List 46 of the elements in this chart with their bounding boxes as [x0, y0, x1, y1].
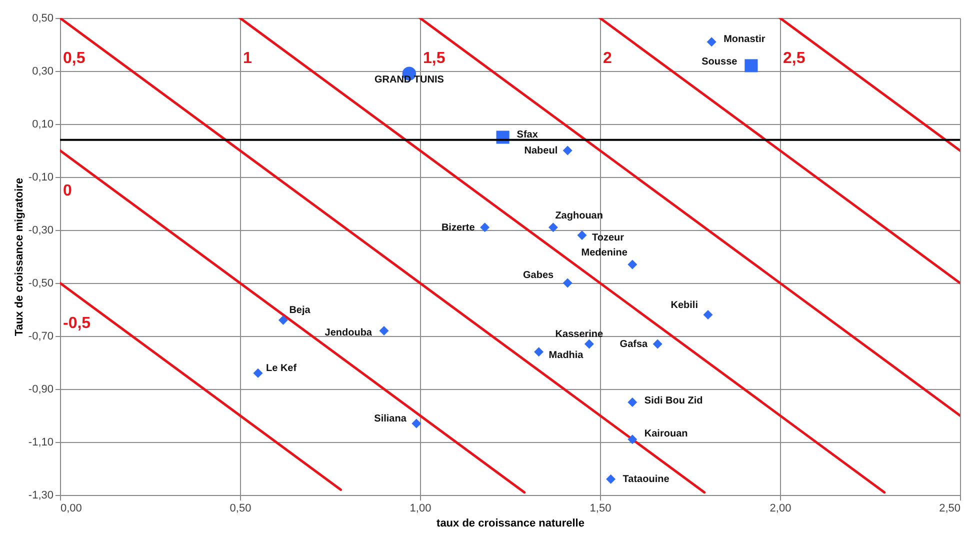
annotation: Zaghouan [555, 210, 603, 222]
annotation: Gabes [523, 270, 554, 281]
y-tick-label: 0,30 [32, 66, 54, 78]
y-tick-label: -0,10 [28, 172, 54, 184]
series-label: 1,5 [423, 50, 446, 67]
x-axis-title: taux de croissance naturelle [436, 518, 584, 530]
annotation: Sfax [516, 129, 538, 140]
annotation: Monastir [724, 34, 766, 45]
x-tick-label: 0,00 [60, 502, 82, 514]
annotation: Kasserine [555, 328, 604, 340]
annotation: Sidi Bou Zid [644, 395, 703, 406]
x-tick-label: 0,50 [230, 502, 252, 514]
y-tick-label: -0,90 [28, 384, 54, 396]
annotation: Madhia [548, 350, 584, 361]
annotation: Siliana [374, 413, 407, 424]
x-tick-label: 2,00 [770, 502, 792, 514]
x-tick-label: 1,50 [590, 502, 612, 514]
x-tick-label: 1,00 [410, 502, 432, 514]
annotation: Le Kef [266, 363, 298, 374]
y-tick-label: 0,50 [32, 12, 54, 24]
annotation: Medenine [581, 247, 628, 258]
y-axis-title: Taux de croissance migratoire [13, 178, 26, 336]
annotation: Nabeul [524, 146, 558, 156]
y-tick-label: -1,30 [28, 490, 54, 502]
series-label: 2 [603, 50, 612, 67]
annotation: Tozeur [592, 232, 624, 244]
annotation: Beja [289, 305, 311, 316]
series-label: 0,5 [63, 50, 86, 67]
annotation: Gafsa [620, 338, 648, 350]
y-tick-label: -0,70 [28, 330, 54, 342]
annotation: Kairouan [644, 428, 688, 440]
y-tick-label: 0,10 [32, 118, 54, 130]
series-label: 1 [243, 50, 252, 67]
y-tick-label: -1,10 [28, 436, 54, 448]
annotation: Bizerte [441, 222, 476, 234]
annotation: Sousse [702, 56, 738, 68]
annotation: GRAND TUNIS [374, 74, 444, 86]
annotation: Jendouba [324, 328, 372, 339]
series-label: 2,5 [783, 50, 806, 67]
y-tick-label: -0,50 [28, 278, 54, 290]
annotation: Tataouine [622, 474, 670, 486]
series-label: -0,5 [63, 315, 91, 332]
y-tick-label: -0,30 [28, 224, 54, 236]
annotation: Kebili [670, 300, 698, 311]
series-label: 0 [63, 182, 72, 200]
x-tick-label: 2,50 [939, 502, 960, 514]
